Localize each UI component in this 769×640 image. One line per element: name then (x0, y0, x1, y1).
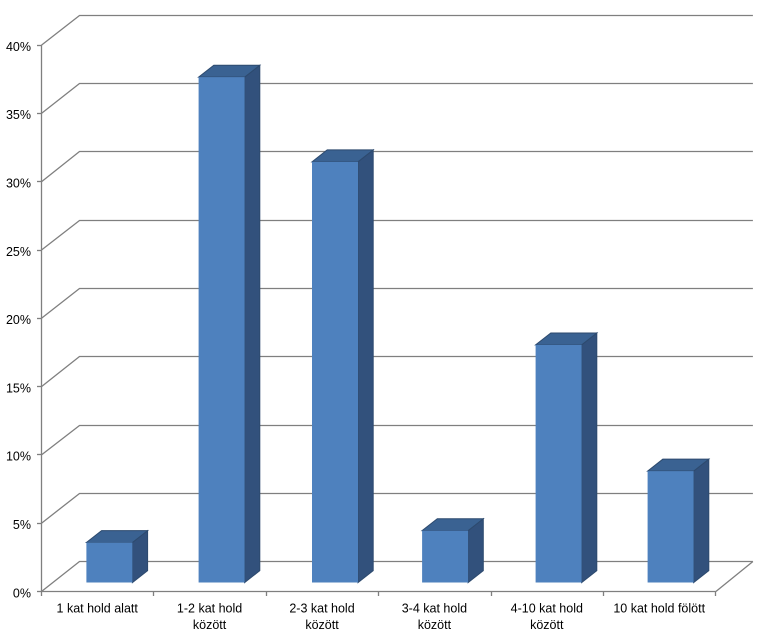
svg-text:között: között (193, 618, 227, 632)
svg-text:1-2 kat hold: 1-2 kat hold (177, 602, 242, 616)
svg-text:10 kat hold fölött: 10 kat hold fölött (613, 602, 705, 616)
svg-text:30%: 30% (6, 177, 31, 191)
svg-text:között: között (305, 618, 339, 632)
svg-text:15%: 15% (6, 381, 31, 395)
svg-text:20%: 20% (6, 313, 31, 327)
svg-text:25%: 25% (6, 245, 31, 259)
svg-text:0%: 0% (13, 586, 31, 600)
svg-text:35%: 35% (6, 108, 31, 122)
svg-text:4-10 kat hold: 4-10 kat hold (511, 602, 583, 616)
svg-text:40%: 40% (6, 40, 31, 54)
svg-text:5%: 5% (13, 518, 31, 532)
svg-text:1 kat hold alatt: 1 kat hold alatt (57, 602, 139, 616)
svg-text:2-3 kat hold: 2-3 kat hold (289, 602, 354, 616)
svg-text:között: között (418, 618, 452, 632)
svg-text:10%: 10% (6, 450, 31, 464)
svg-text:között: között (530, 618, 564, 632)
svg-text:3-4 kat hold: 3-4 kat hold (402, 602, 467, 616)
